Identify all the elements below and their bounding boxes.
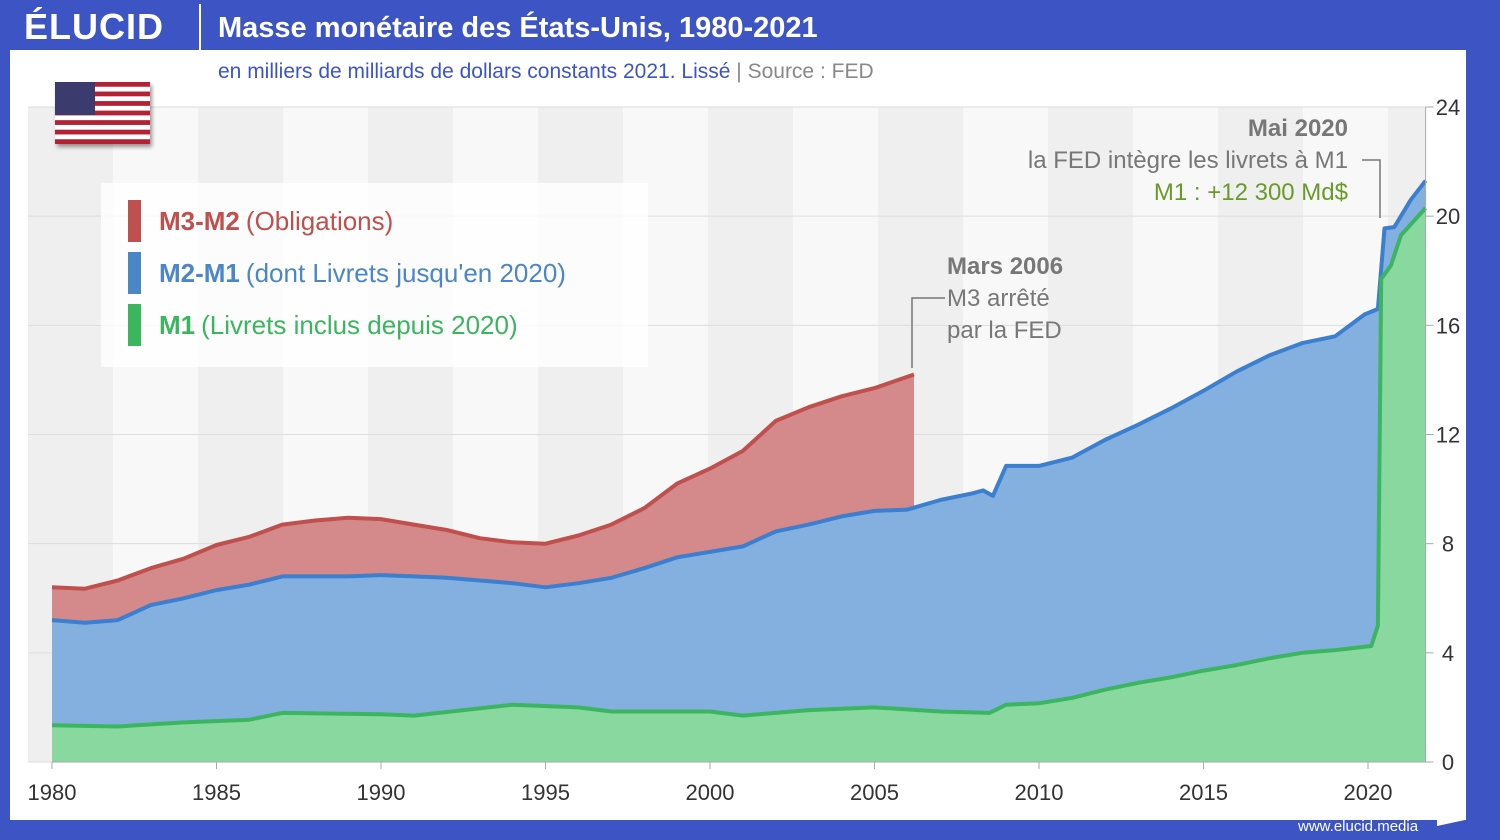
header-divider: [199, 4, 201, 50]
x-tick-label: 1990: [357, 780, 406, 805]
legend-item-m3-m2: M3-M2 (Obligations): [128, 200, 393, 242]
y-tick-label: 24: [1436, 95, 1460, 120]
legend-key: M1: [159, 309, 196, 340]
x-tick-label: 2005: [850, 780, 899, 805]
area-m2: [52, 180, 1426, 762]
y-tick-label: 12: [1436, 423, 1460, 448]
annotation-title: Mai 2020: [1247, 115, 1348, 142]
annotation-title: Mars 2006: [947, 253, 1064, 280]
legend-swatch: [128, 252, 141, 294]
source: Source : FED: [747, 60, 874, 83]
x-tick-label: 1985: [192, 780, 241, 805]
elucid-mark-icon: [1437, 806, 1465, 834]
x-tick-label: 2010: [1015, 780, 1064, 805]
annotation-text: par la FED: [947, 317, 1062, 344]
us-flag-icon: [55, 82, 150, 144]
y-tick-label: 8: [1442, 532, 1454, 557]
legend-swatch: [128, 200, 141, 242]
website-url[interactable]: www.elucid.media: [1298, 818, 1419, 835]
chart-title: Masse monétaire des États-Unis, 1980-202…: [218, 12, 818, 44]
legend-desc: (dont Livrets jusqu'en 2020): [245, 257, 566, 288]
annotation-mars-2006: Mars 2006 M3 arrêté par la FED: [947, 251, 1063, 347]
line-m3: [51, 372, 915, 591]
annotation-mai-2020: Mai 2020 la FED intègre les livrets à M1…: [1028, 113, 1348, 209]
x-tick-label: 1995: [521, 780, 570, 805]
annotation-leader-2006: [911, 297, 945, 368]
annotation-leader-2020: [1362, 159, 1381, 218]
x-tick-label: 2020: [1344, 780, 1393, 805]
unit-note: en milliers de milliards de dollars cons…: [218, 60, 731, 83]
area-m1: [52, 208, 1426, 762]
x-tick-label: 2015: [1179, 780, 1228, 805]
separator: |: [736, 60, 742, 83]
legend-key: M3-M2: [159, 205, 240, 236]
y-tick-label: 0: [1442, 750, 1454, 775]
legend: M3-M2 (Obligations) M2-M1 (dont Livrets ju…: [101, 183, 648, 367]
legend-desc: (Livrets inclus depuis 2020): [201, 309, 518, 340]
x-tick-label: 2000: [686, 780, 735, 805]
legend-item-m2-m1: M2-M1 (dont Livrets jusqu'en 2020): [128, 252, 566, 294]
line-m1: [51, 206, 1428, 729]
legend-key: M2-M1: [159, 257, 240, 288]
elucid-logo: ÉLUCID: [24, 6, 164, 47]
legend-item-m1: M1 (Livrets inclus depuis 2020): [128, 304, 518, 346]
annotation-text: la FED intègre les livrets à M1: [1027, 147, 1348, 174]
legend-swatch: [128, 304, 141, 346]
x-tick-label: 1980: [28, 780, 77, 805]
y-tick-label: 20: [1436, 204, 1460, 229]
legend-desc: (Obligations): [245, 205, 394, 236]
line-m2: [51, 179, 1428, 625]
annotation-text: M1 : +12 300 Md$: [1153, 179, 1348, 206]
annotation-text: M3 arrêté: [947, 285, 1050, 312]
y-tick-label: 4: [1442, 641, 1454, 666]
chart-subtitle: en milliers de milliards de dollars cons…: [218, 60, 874, 84]
y-tick-label: 16: [1436, 313, 1460, 338]
